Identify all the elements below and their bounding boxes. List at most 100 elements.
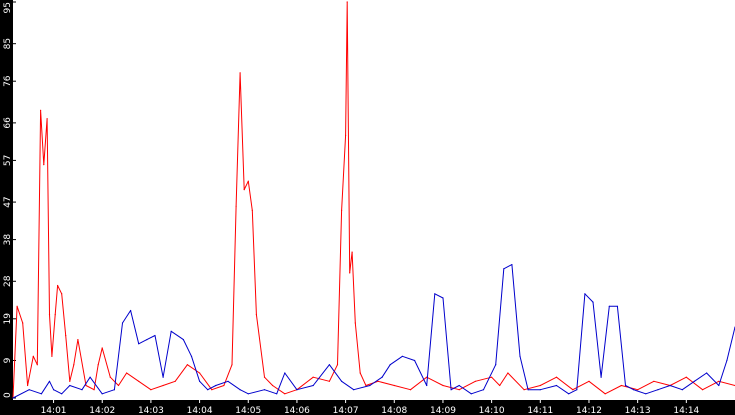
- data-point: [523, 389, 525, 391]
- data-point: [426, 384, 428, 387]
- data-point: [624, 384, 627, 387]
- y-tick-label: 85: [3, 38, 13, 49]
- data-point: [328, 364, 330, 366]
- data-point: [199, 380, 201, 382]
- data-point: [93, 389, 95, 391]
- data-point: [539, 384, 541, 387]
- y-axis-bar: [0, 0, 13, 415]
- data-point: [54, 314, 56, 316]
- data-point: [657, 389, 659, 391]
- data-point: [458, 389, 460, 391]
- data-point: [239, 72, 241, 74]
- data-point: [57, 284, 59, 287]
- data-point: [499, 384, 501, 387]
- data-point: [702, 389, 704, 391]
- data-point: [126, 372, 128, 374]
- data-point: [101, 393, 103, 395]
- data-point: [450, 389, 452, 391]
- data-point: [365, 384, 367, 387]
- x-axis-bar: [0, 400, 735, 415]
- data-point: [65, 334, 67, 337]
- data-point: [32, 355, 34, 357]
- data-point: [207, 389, 209, 391]
- data-point: [633, 389, 635, 391]
- y-tick-label: 28: [3, 275, 13, 287]
- data-point: [263, 376, 266, 378]
- x-tick-label: 14:09: [430, 406, 456, 415]
- data-point: [503, 268, 505, 270]
- data-point: [170, 330, 172, 332]
- data-point: [272, 384, 274, 387]
- data-point: [491, 376, 493, 378]
- data-point: [146, 339, 148, 341]
- data-point: [121, 322, 124, 324]
- data-point: [69, 384, 71, 387]
- data-point: [97, 364, 99, 366]
- x-tick-label: 14:01: [41, 406, 67, 415]
- data-point: [53, 389, 55, 391]
- data-point: [215, 384, 217, 387]
- data-point: [227, 380, 229, 382]
- data-point: [138, 380, 140, 382]
- plot-background: [0, 0, 735, 400]
- x-tick-label: 14:10: [479, 406, 505, 415]
- data-point: [235, 205, 237, 207]
- x-tick-label: 14:13: [625, 406, 651, 415]
- data-point: [117, 384, 120, 387]
- data-point: [401, 355, 403, 357]
- data-point: [414, 359, 416, 362]
- data-point: [681, 389, 683, 391]
- data-point: [584, 293, 586, 295]
- x-tick-label: 14:03: [138, 406, 164, 415]
- data-point: [138, 343, 140, 345]
- y-tick-label: 9: [3, 357, 13, 363]
- data-point: [46, 118, 48, 120]
- y-tick-label: 0: [3, 392, 13, 398]
- data-point: [359, 372, 361, 374]
- x-tick-label: 14:02: [89, 406, 115, 415]
- data-point: [341, 380, 343, 382]
- data-point: [620, 384, 623, 387]
- data-point: [130, 309, 132, 312]
- data-point: [434, 293, 436, 295]
- data-point: [592, 301, 594, 303]
- data-point: [653, 380, 655, 382]
- data-point: [85, 384, 87, 387]
- data-point: [89, 376, 91, 378]
- data-point: [162, 376, 164, 378]
- y-tick-label: 38: [3, 234, 13, 246]
- data-point: [527, 389, 529, 391]
- data-point: [61, 293, 63, 295]
- y-tick-label: 66: [3, 117, 13, 129]
- data-point: [718, 384, 720, 387]
- data-point: [77, 339, 79, 341]
- data-point: [73, 364, 75, 366]
- data-point: [81, 389, 83, 391]
- x-tick-label: 14:11: [527, 406, 553, 415]
- data-point: [718, 380, 720, 382]
- data-point: [495, 364, 497, 366]
- data-point: [263, 389, 266, 391]
- series-layer: [12, 1, 735, 399]
- y-tick-label: 57: [3, 155, 13, 166]
- x-axis-ticks: 14:01 14:02 14:03 14:04 14:05 14:06 14:07 14:08…: [41, 400, 700, 415]
- data-point: [150, 389, 152, 391]
- data-point: [604, 393, 606, 395]
- data-point: [101, 347, 103, 349]
- data-point: [336, 364, 339, 366]
- data-point: [588, 380, 590, 382]
- data-point: [255, 314, 257, 316]
- data-point: [22, 322, 24, 324]
- data-point: [109, 376, 111, 378]
- x-tick-label: 14:12: [576, 406, 602, 415]
- data-point: [211, 389, 213, 391]
- x-tick-label: 14:14: [673, 406, 699, 415]
- data-point: [223, 384, 225, 387]
- data-point: [568, 393, 570, 395]
- data-point: [174, 380, 176, 382]
- data-point: [186, 364, 188, 366]
- x-tick-label: 14:08: [381, 406, 407, 415]
- data-point: [154, 334, 156, 337]
